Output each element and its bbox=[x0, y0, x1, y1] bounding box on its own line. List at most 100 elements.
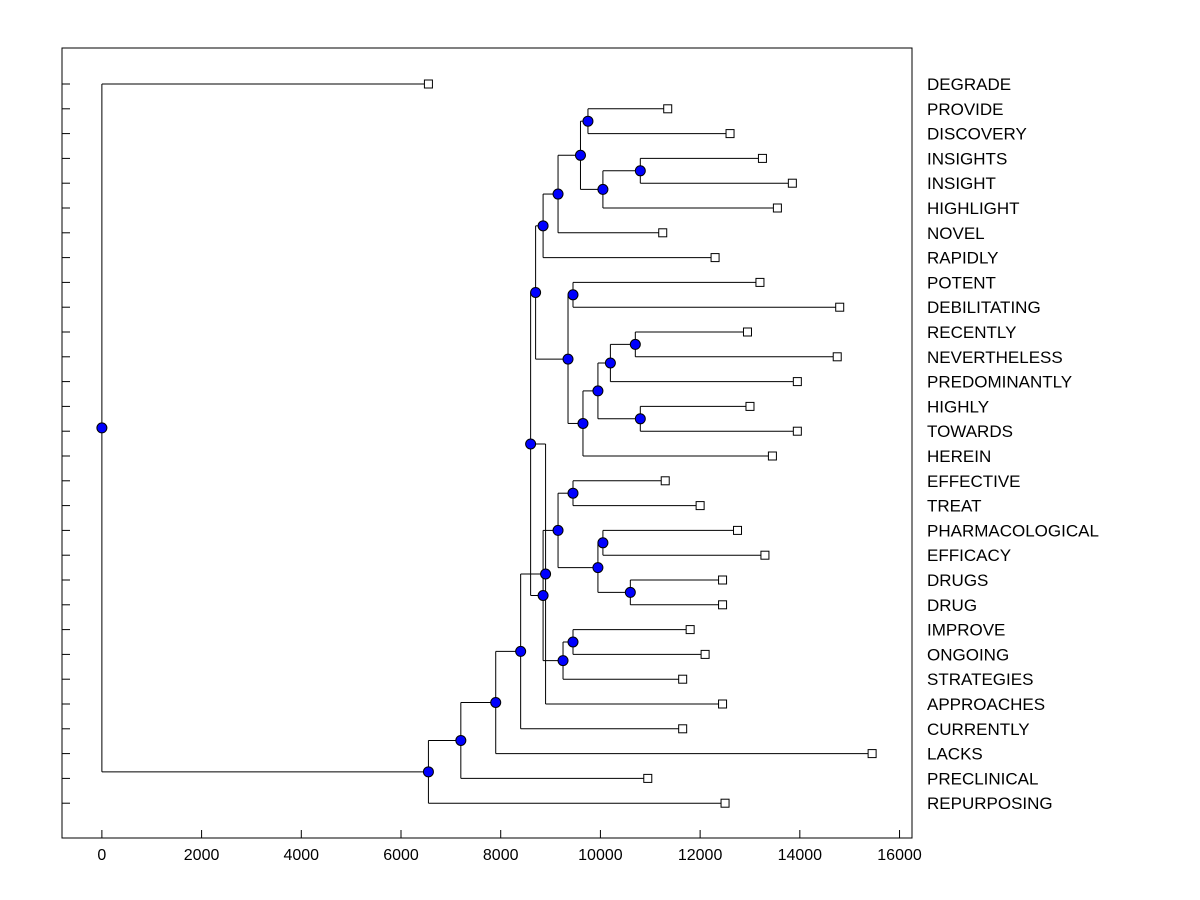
leaf-marker bbox=[792, 426, 802, 436]
leaf-marker bbox=[718, 575, 728, 585]
merge-node bbox=[634, 413, 646, 425]
leaf-label: CURRENTLY bbox=[927, 720, 1030, 739]
merge-node bbox=[96, 422, 108, 434]
merge-node bbox=[422, 766, 434, 778]
leaf-label: DRUGS bbox=[927, 571, 988, 590]
merge-node bbox=[552, 524, 564, 536]
x-tick-label: 14000 bbox=[778, 847, 823, 864]
plot-frame bbox=[61, 47, 913, 839]
leaf-label: INSIGHTS bbox=[927, 149, 1007, 168]
leaf-label: POTENT bbox=[927, 273, 996, 292]
leaf-marker bbox=[660, 476, 670, 486]
leaf-label: EFFICACY bbox=[927, 546, 1011, 565]
leaf-marker bbox=[720, 798, 730, 808]
merge-node bbox=[577, 417, 589, 429]
merge-node bbox=[629, 338, 641, 350]
x-tick-label: 0 bbox=[97, 847, 106, 864]
leaf-label: DISCOVERY bbox=[927, 125, 1027, 144]
x-tick-label: 12000 bbox=[678, 847, 723, 864]
leaf-label: INSIGHT bbox=[927, 174, 996, 193]
leaf-marker bbox=[742, 327, 752, 337]
leaf-marker bbox=[835, 302, 845, 312]
merge-node bbox=[624, 586, 636, 598]
leaf-marker bbox=[643, 773, 653, 783]
leaf-labels: DEGRADE PROVIDE DISCOVERY INSIGHTS INSIGHT HI… bbox=[927, 75, 1099, 813]
leaf-marker bbox=[678, 724, 688, 734]
leaf-marker bbox=[685, 625, 695, 635]
leaf-marker bbox=[663, 104, 673, 114]
leaf-marker bbox=[718, 600, 728, 610]
merge-node bbox=[552, 188, 564, 200]
x-tick-label: 8000 bbox=[483, 847, 519, 864]
leaf-label: NEVERTHELESS bbox=[927, 348, 1063, 367]
leaf-label: DEBILITATING bbox=[927, 298, 1041, 317]
merge-node bbox=[537, 220, 549, 232]
merge-node bbox=[604, 357, 616, 369]
leaf-marker bbox=[678, 674, 688, 684]
merge-node bbox=[592, 562, 604, 574]
merge-node bbox=[567, 636, 579, 648]
x-tick-label: 10000 bbox=[578, 847, 623, 864]
leaf-marker bbox=[767, 451, 777, 461]
leaf-marker bbox=[760, 550, 770, 560]
leaf-label: DEGRADE bbox=[927, 75, 1011, 94]
leaf-marker bbox=[787, 178, 797, 188]
leaf-label: REPURPOSING bbox=[927, 794, 1053, 813]
x-tick-label: 16000 bbox=[877, 847, 922, 864]
leaf-label: APPROACHES bbox=[927, 695, 1045, 714]
leaf-label: PROVIDE bbox=[927, 100, 1004, 119]
leaf-label: HIGHLY bbox=[927, 397, 989, 416]
leaf-marker bbox=[757, 153, 767, 163]
leaf-label: IMPROVE bbox=[927, 621, 1005, 640]
leaf-label: PREDOMINANTLY bbox=[927, 373, 1072, 392]
merge-node bbox=[455, 734, 467, 746]
x-tick-label: 4000 bbox=[283, 847, 319, 864]
merge-node bbox=[634, 165, 646, 177]
merge-node bbox=[490, 696, 502, 708]
merge-node bbox=[567, 487, 579, 499]
leaf-marker bbox=[832, 352, 842, 362]
x-ticks: 0 2000 4000 6000 8000 10000 12000 14000 16000 bbox=[97, 830, 922, 864]
merge-node bbox=[597, 537, 609, 549]
leaf-label: NOVEL bbox=[927, 224, 985, 243]
leaf-label: PHARMACOLOGICAL bbox=[927, 521, 1099, 540]
merge-node bbox=[574, 149, 586, 161]
merge-node bbox=[557, 655, 569, 667]
leaf-marker bbox=[658, 228, 668, 238]
leaf-markers bbox=[423, 79, 877, 808]
x-tick-label: 6000 bbox=[383, 847, 419, 864]
leaf-label: EFFECTIVE bbox=[927, 472, 1021, 491]
merge-node bbox=[537, 590, 549, 601]
leaf-label: TREAT bbox=[927, 497, 981, 516]
merge-node bbox=[582, 115, 594, 127]
merge-nodes bbox=[96, 115, 646, 778]
leaf-label: STRATEGIES bbox=[927, 670, 1033, 689]
leaf-marker bbox=[792, 377, 802, 387]
merge-node bbox=[562, 353, 574, 365]
leaf-marker bbox=[772, 203, 782, 213]
leaf-marker bbox=[423, 79, 433, 89]
leaf-label: HIGHLIGHT bbox=[927, 199, 1020, 218]
leaf-marker bbox=[695, 501, 705, 511]
leaf-marker bbox=[745, 401, 755, 411]
x-tick-label: 2000 bbox=[184, 847, 220, 864]
leaf-label: DRUG bbox=[927, 596, 977, 615]
leaf-label: RECENTLY bbox=[927, 323, 1016, 342]
leaf-label: HEREIN bbox=[927, 447, 991, 466]
leaf-label: PRECLINICAL bbox=[927, 769, 1038, 788]
merge-node bbox=[592, 385, 604, 397]
leaf-marker bbox=[710, 253, 720, 263]
leaf-marker bbox=[755, 277, 765, 287]
leaf-label: ONGOING bbox=[927, 645, 1009, 664]
y-ticks bbox=[62, 83, 70, 804]
leaf-marker bbox=[718, 699, 728, 709]
merge-node bbox=[515, 645, 527, 657]
merge-node bbox=[530, 286, 542, 298]
leaf-label: TOWARDS bbox=[927, 422, 1013, 441]
merge-node bbox=[597, 183, 609, 195]
leaf-marker bbox=[867, 749, 877, 759]
leaf-label: LACKS bbox=[927, 745, 983, 764]
merge-node bbox=[525, 438, 537, 450]
leaf-label: RAPIDLY bbox=[927, 249, 999, 268]
